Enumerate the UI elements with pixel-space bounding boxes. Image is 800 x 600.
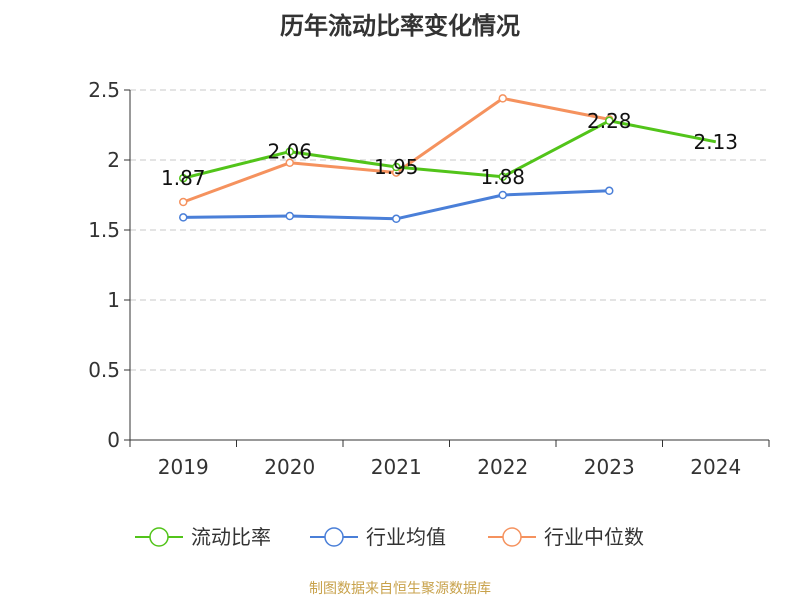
x-tick-label: 2023 [584, 455, 635, 479]
y-tick-label: 1.5 [88, 218, 120, 242]
x-tick-label: 2022 [477, 455, 528, 479]
y-tick-label: 0 [107, 428, 120, 452]
data-point [392, 162, 401, 172]
data-point [285, 158, 294, 168]
data-point [285, 211, 294, 221]
data-point [605, 186, 614, 196]
x-tick-label: 2021 [371, 455, 422, 479]
data-label: 2.06 [267, 140, 312, 164]
x-tick-label: 2020 [264, 455, 315, 479]
legend-marker [149, 527, 169, 547]
data-label: 1.95 [374, 155, 419, 179]
legend-item: 流动比率 [135, 525, 271, 549]
data-point [285, 147, 294, 156]
legend-item: 行业均值 [310, 525, 446, 549]
data-point [498, 94, 507, 103]
legend-marker [324, 527, 344, 547]
legend: 流动比率 行业均值 行业中位数 [135, 525, 644, 549]
series-line [182, 96, 610, 204]
chart-title: 历年流动比率变化情况 [280, 12, 520, 40]
data-label: 2.13 [693, 130, 738, 154]
source-note: 制图数据来自恒生聚源数据库 [309, 581, 491, 597]
data-point [392, 214, 401, 224]
x-tick-label: 2024 [690, 455, 741, 479]
data-point [179, 173, 188, 183]
axis-layer: 0 0.5 1 1.5 2 2.5 2019 2020 2021 2022 2023 2024 [88, 78, 770, 479]
data-point [498, 172, 507, 182]
legend-label: 行业均值 [366, 525, 446, 549]
y-tick-label: 2.5 [88, 78, 120, 102]
legend-item: 行业中位数 [488, 525, 644, 549]
x-tick-label: 2019 [158, 455, 209, 479]
y-tick-label: 0.5 [88, 358, 120, 382]
legend-marker [502, 527, 522, 547]
data-label-layer: 1.87 2.06 1.95 1.88 2.28 2.13 [161, 109, 738, 190]
y-tick-label: 2 [107, 148, 120, 172]
data-point [179, 197, 188, 207]
y-tick-label: 1 [107, 288, 120, 312]
data-label: 2.28 [587, 109, 632, 133]
legend-label: 行业中位数 [544, 525, 644, 549]
series-line [182, 119, 717, 180]
series-layer [179, 94, 717, 224]
data-label: 1.87 [161, 166, 206, 190]
grid-layer [130, 89, 769, 371]
legend-label: 流动比率 [191, 525, 271, 549]
data-point [498, 190, 507, 200]
data-point [179, 213, 188, 222]
data-label: 1.88 [480, 165, 525, 189]
data-point [605, 116, 614, 126]
